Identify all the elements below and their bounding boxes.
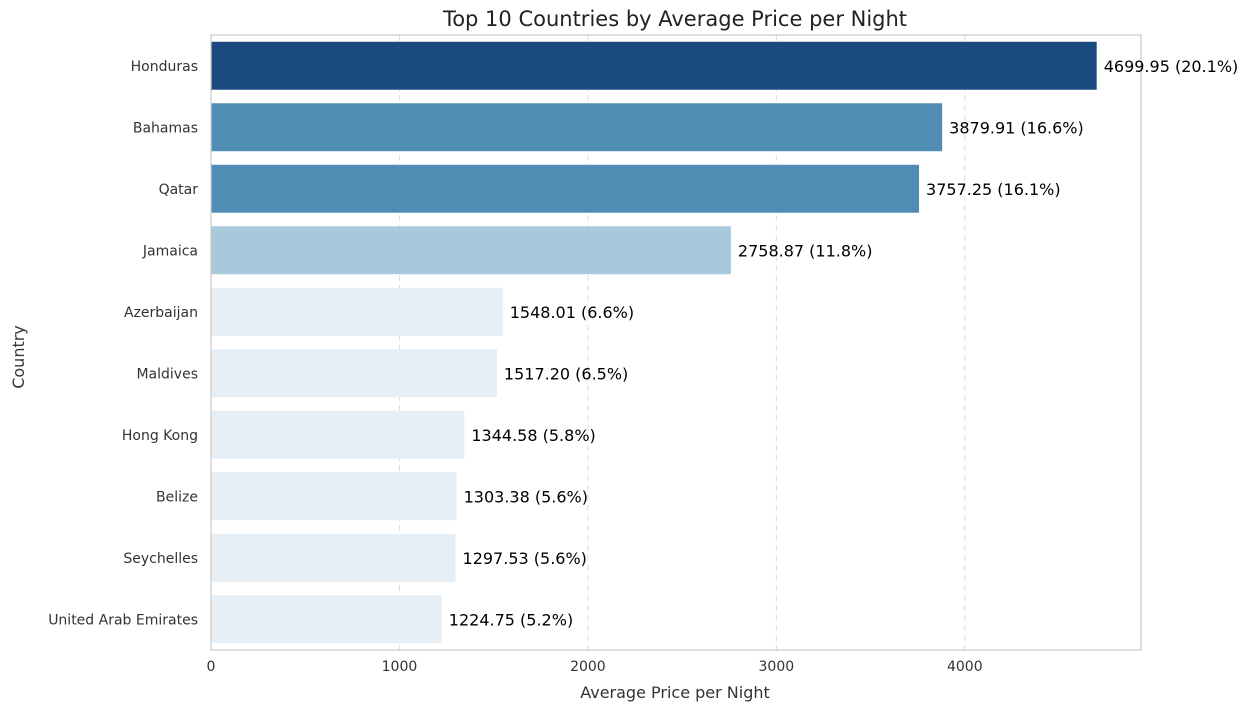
- bars: [211, 41, 1097, 644]
- x-tick-label: 1000: [382, 659, 418, 675]
- y-tick-label: Seychelles: [123, 551, 198, 567]
- chart-title: Top 10 Countries by Average Price per Ni…: [442, 7, 907, 31]
- x-tick-label: 0: [207, 659, 216, 675]
- bar: [211, 349, 497, 398]
- y-tick-label: United Arab Emirates: [48, 612, 198, 628]
- data-label: 1344.58 (5.8%): [471, 426, 595, 445]
- y-tick-label: Hong Kong: [122, 428, 198, 444]
- data-label: 1517.20 (6.5%): [504, 364, 628, 383]
- y-tick-label: Belize: [156, 489, 198, 505]
- y-tick-labels: Honduras Bahamas Qatar Jamaica Azerbaijan Mal…: [48, 59, 198, 629]
- bar: [211, 226, 731, 275]
- data-labels: 4699.95 (20.1%) 3879.91 (16.6%) 3757.25 (1…: [449, 57, 1238, 630]
- bar: [211, 410, 465, 459]
- data-label: 1303.38 (5.6%): [464, 487, 588, 506]
- x-tick-label: 3000: [759, 659, 795, 675]
- x-tick-labels: 0 1000 2000 3000 4000: [207, 659, 983, 675]
- y-tick-label: Jamaica: [142, 243, 198, 259]
- data-label: 1297.53 (5.6%): [463, 549, 587, 568]
- data-label: 1224.75 (5.2%): [449, 610, 573, 629]
- data-label: 3879.91 (16.6%): [949, 118, 1084, 137]
- x-tick-label: 2000: [570, 659, 606, 675]
- x-axis-label: Average Price per Night: [580, 683, 770, 702]
- y-axis-label: Country: [9, 325, 28, 389]
- y-tick-label: Honduras: [131, 59, 198, 75]
- data-label: 1548.01 (6.6%): [510, 303, 634, 322]
- bar: [211, 472, 457, 521]
- bar: [211, 41, 1097, 90]
- y-tick-label: Maldives: [136, 366, 198, 382]
- y-tick-label: Qatar: [159, 182, 199, 198]
- plot-frame: [210, 34, 1142, 651]
- x-tick-label: 4000: [947, 659, 983, 675]
- y-tick-label: Bahamas: [133, 120, 198, 136]
- bar: [211, 287, 503, 336]
- data-label: 4699.95 (20.1%): [1104, 57, 1239, 76]
- data-label: 2758.87 (11.8%): [738, 241, 873, 260]
- data-label: 3757.25 (16.1%): [926, 180, 1061, 199]
- y-tick-label: Azerbaijan: [124, 305, 198, 321]
- bar: [211, 595, 442, 644]
- bar: [211, 533, 456, 582]
- bar: [211, 164, 920, 213]
- bar: [211, 103, 943, 152]
